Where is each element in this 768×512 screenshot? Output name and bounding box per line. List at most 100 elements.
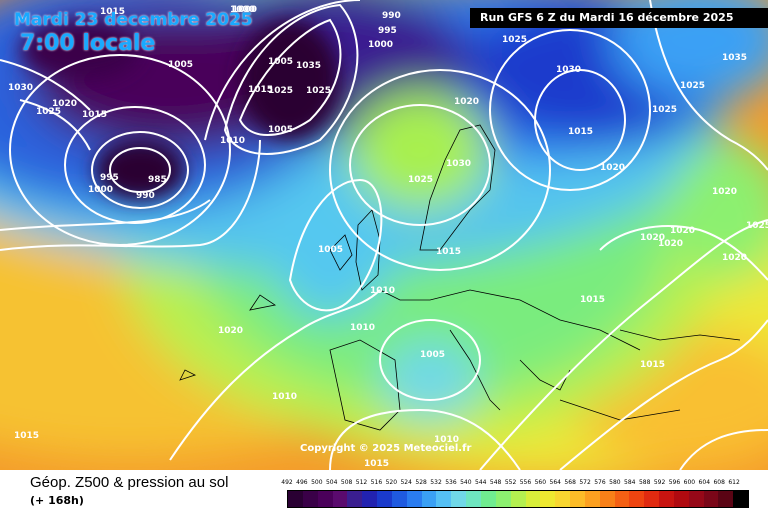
forecast-local-time: 7:00 locale [20,31,156,56]
pressure-label: 1030 [556,65,581,75]
pressure-label: 1025 [502,35,527,45]
scale-swatch [332,491,348,507]
scale-label: 564 [549,479,561,486]
scale-swatch [480,491,496,507]
pressure-label: 1025 [652,105,677,115]
scale-label: 536 [445,479,457,486]
scale-swatch [614,491,630,507]
pressure-label: 1000 [88,185,113,195]
pressure-label: 1005 [268,57,293,67]
pressure-label: 1020 [722,253,747,263]
scale-swatch [555,491,571,507]
coastlines [179,124,741,431]
scale-label: 528 [415,479,427,486]
pressure-label: 1010 [434,435,459,445]
scale-label: 588 [638,479,651,486]
pressure-label: 1000 [232,5,257,15]
run-info: Run GFS 6 Z du Mardi 16 décembre 2025 [470,8,768,28]
pressure-label: 990 [136,191,155,201]
scale-swatch [703,491,719,507]
scale-swatch [718,491,734,507]
scale-swatch [688,491,704,507]
scale-label: 592 [653,479,666,486]
scale-swatch [451,491,467,507]
scale-label: 608 [713,479,725,486]
isobars [0,0,768,470]
pressure-label: 995 [100,173,119,183]
pressure-label: 1000 [368,40,393,50]
scale-swatch [584,491,600,507]
scale-label: 576 [594,479,606,486]
pressure-label: 1015 [248,85,273,95]
pressure-label: 1025 [36,107,61,117]
pressure-label: 1005 [318,245,343,255]
scale-label: 508 [340,479,353,486]
pressure-label: 1025 [408,175,433,185]
scale-swatch [421,491,437,507]
scale-swatch [302,491,318,507]
scale-label: 604 [698,479,711,486]
scale-swatch [391,491,407,507]
scale-swatch [362,491,378,507]
pressure-label: 1000 [230,5,255,15]
pressure-label: 1025 [680,81,705,91]
pressure-label: 1015 [580,295,605,305]
scale-label: 532 [430,479,442,486]
pressure-label: 1020 [658,239,683,249]
legend-subtitle: (+ 168h) [30,494,84,507]
pressure-label: 1010 [370,286,395,296]
pressure-label: 1015 [640,360,665,370]
scale-label: 584 [624,479,636,486]
scale-swatch [540,491,556,507]
pressure-label: 990 [382,11,401,21]
pressure-label: 1020 [52,99,77,109]
scale-label: 600 [683,479,696,486]
pressure-label: 1015 [364,459,389,469]
pressure-label: 1005 [168,60,193,70]
pressure-label: 1020 [218,326,243,336]
scale-swatch [733,491,749,507]
scale-label: 512 [355,479,368,486]
scale-swatch [377,491,392,507]
pressure-label: 1010 [272,392,297,402]
scale-swatch [629,491,645,507]
scale-swatch [659,491,674,507]
scale-swatch [347,491,363,507]
scale-label: 612 [728,479,740,486]
scale-label: 548 [489,479,502,486]
scale-swatch [495,491,511,507]
pressure-label: 1015 [14,431,39,441]
scale-swatch [644,491,660,507]
scale-label: 596 [668,479,681,486]
pressure-label: 1030 [446,159,471,169]
scale-label: 580 [609,479,621,486]
color-scale-bar [287,490,749,508]
pressure-label: 1020 [670,226,695,236]
pressure-label: 1015 [82,110,107,120]
scale-swatch [436,491,452,507]
copyright: Copyright © 2025 Meteociel.fr [300,443,472,454]
pressure-label: 1015 [436,247,461,257]
scale-swatch [599,491,615,507]
scale-swatch [406,491,422,507]
scale-label: 572 [579,479,591,486]
pressure-label: 1005 [420,350,445,360]
pressure-label: 1035 [296,61,321,71]
scale-label: 500 [311,479,323,486]
pressure-label: 985 [148,175,167,185]
pressure-label: 1030 [8,83,33,93]
scale-label: 560 [534,479,547,486]
scale-label: 516 [370,479,383,486]
pressure-label: 1025 [268,86,293,96]
pressure-label: 1020 [600,163,625,173]
scale-swatch [570,491,585,507]
pressure-label: 1005 [268,125,293,135]
scale-label: 504 [325,479,338,486]
legend-title: Géop. Z500 & pression au sol [30,474,229,491]
pressure-label: 1025 [306,86,331,96]
scale-label: 492 [281,479,293,486]
forecast-date: Mardi 23 decembre 2025 [14,10,253,30]
